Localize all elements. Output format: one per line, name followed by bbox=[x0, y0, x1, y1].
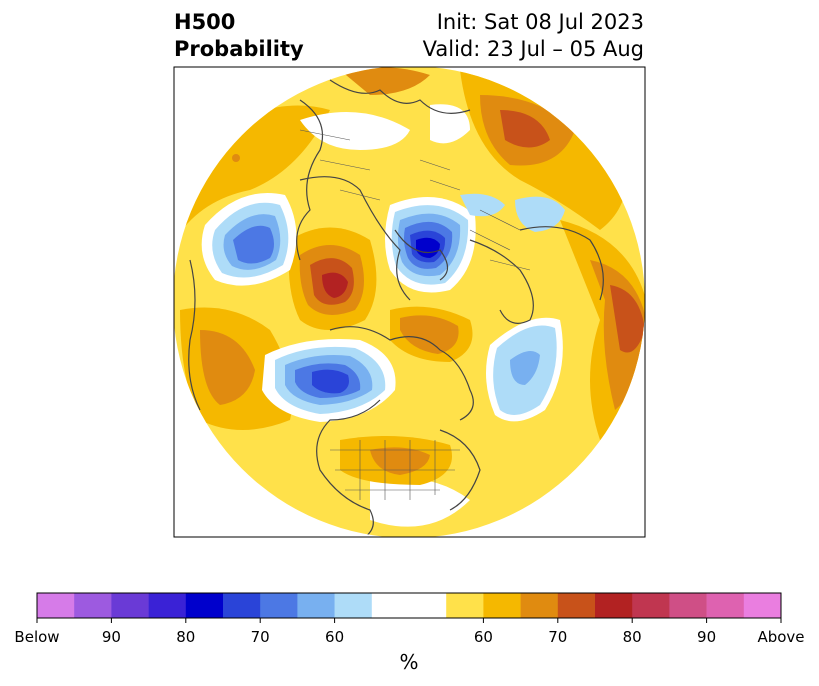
colorbar-cell bbox=[743, 593, 782, 618]
polar-map bbox=[173, 66, 646, 538]
valid-dates: Valid: 23 Jul – 05 Aug bbox=[422, 37, 644, 61]
colorbar-cell bbox=[706, 593, 745, 618]
colorbar-cell bbox=[669, 593, 707, 618]
colorbar-cell bbox=[595, 593, 633, 618]
map-frame bbox=[173, 66, 646, 538]
colorbar-tick-label: 80 bbox=[176, 628, 195, 646]
colorbar-tick-label: 60 bbox=[474, 628, 493, 646]
colorbar-cell bbox=[185, 593, 224, 618]
title-block: H500 Probability bbox=[174, 9, 304, 63]
colorbar-cell bbox=[483, 593, 521, 618]
colorbar-cell bbox=[74, 593, 112, 618]
colorbar-cell bbox=[334, 593, 373, 618]
init-date: Init: Sat 08 Jul 2023 bbox=[436, 10, 644, 34]
date-block: Init: Sat 08 Jul 2023 Valid: 23 Jul – 05… bbox=[423, 9, 644, 63]
colorbar-tick-label: 90 bbox=[697, 628, 716, 646]
colorbar-tick-label: 70 bbox=[251, 628, 270, 646]
probability-field bbox=[174, 67, 645, 537]
colorbar-outline bbox=[36, 592, 782, 619]
title-line-probability: Probability bbox=[174, 37, 304, 61]
colorbar-tick-label: 80 bbox=[623, 628, 642, 646]
colorbar-cell bbox=[520, 593, 559, 618]
colorbar-tick-label: Above bbox=[757, 628, 804, 646]
colorbar-tick-label: 70 bbox=[548, 628, 567, 646]
colorbar-tick-label: 60 bbox=[325, 628, 344, 646]
colorbar-cell bbox=[111, 593, 149, 618]
colorbar-cell bbox=[148, 593, 187, 618]
borders bbox=[299, 129, 531, 500]
colorbar-tick-label: 90 bbox=[102, 628, 121, 646]
colorbar-cell bbox=[371, 593, 447, 618]
colorbar-unit-label: % bbox=[399, 650, 418, 674]
colorbar-tick-label: Below bbox=[14, 628, 59, 646]
colorbar-cell bbox=[260, 593, 298, 618]
colorbar-cell bbox=[632, 593, 670, 618]
title-line-h500: H500 bbox=[174, 10, 236, 34]
colorbar-cell bbox=[446, 593, 484, 618]
colorbar-cell bbox=[223, 593, 261, 618]
colorbar-cell bbox=[557, 593, 596, 618]
colorbar-cell bbox=[297, 593, 335, 618]
colorbar-cell bbox=[37, 593, 75, 618]
